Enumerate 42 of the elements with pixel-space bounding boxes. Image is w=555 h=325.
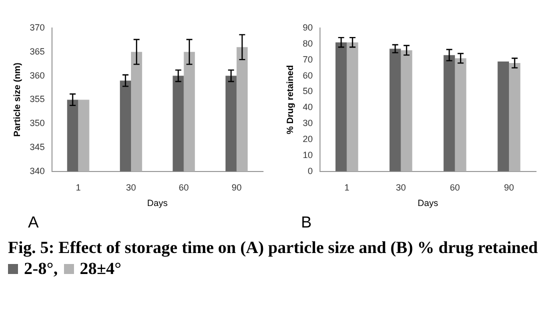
text: B (301, 214, 312, 232)
y-tick-label: 360 (30, 70, 45, 80)
y-tick-label: 355 (30, 94, 45, 104)
text: Fig. 5: Effect of storage time on (A) particle size and (B) % drug retained (8, 237, 539, 258)
y-tick-label: 70 (302, 54, 313, 64)
x-tick-label: 30 (396, 182, 406, 192)
x-tick-label: 60 (450, 182, 460, 192)
y-tick-label: 80 (302, 38, 313, 48)
y-tick-label: 370 (30, 22, 45, 32)
x-tick-label: 1 (76, 182, 81, 192)
y-tick-label: 60 (302, 70, 313, 80)
text: A (28, 214, 39, 232)
y-tick-label: 50 (302, 86, 313, 96)
x-tick-label: 60 (178, 182, 189, 192)
bar (346, 42, 358, 172)
bar (400, 50, 412, 172)
y-axis-title: Particle size (nm) (12, 62, 22, 137)
x-tick-label: 90 (504, 182, 514, 192)
x-axis-title: Days (418, 198, 439, 208)
y-tick-label: 350 (30, 118, 45, 128)
x-tick-label: 90 (232, 182, 242, 192)
y-tick-label: 340 (30, 166, 45, 176)
y-tick-label: 30 (302, 118, 313, 128)
bar (454, 58, 466, 172)
y-tick-label: 345 (30, 142, 45, 152)
bar (390, 48, 401, 172)
y-tick-label: 365 (30, 46, 45, 56)
x-tick-label: 30 (126, 182, 136, 192)
bar (444, 55, 455, 172)
y-tick-label: 90 (302, 22, 313, 32)
x-tick-label: 1 (344, 182, 350, 192)
y-tick-label: 40 (302, 102, 313, 112)
legend-label: 2-8°, (24, 258, 58, 279)
bar (508, 63, 520, 172)
y-tick-label: 20 (302, 134, 313, 144)
legend-label: 28±4° (80, 258, 122, 279)
bar (498, 61, 509, 172)
y-tick-label: 10 (302, 150, 313, 160)
y-axis-title: % Drug retained (284, 65, 295, 134)
x-axis-title: Days (147, 198, 168, 208)
bar (335, 42, 347, 172)
y-tick-label: 0 (308, 166, 313, 176)
